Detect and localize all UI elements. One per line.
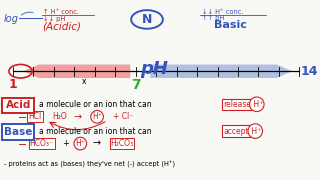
Text: H₂O: H₂O [52,112,67,121]
FancyBboxPatch shape [2,124,34,140]
Text: x: x [82,77,87,86]
Text: Base: Base [4,127,32,137]
Text: →: → [92,139,100,148]
Text: accept: accept [223,127,249,136]
Text: Basic: Basic [214,20,247,30]
Text: H⁺: H⁺ [92,112,102,121]
Text: pH: pH [140,60,169,78]
FancyArrow shape [151,65,290,77]
Text: HCO₃⁻: HCO₃⁻ [30,139,54,148]
Text: ↑↑ pH: ↑↑ pH [202,15,224,21]
Text: 14: 14 [301,65,318,78]
FancyArrow shape [25,65,130,77]
Text: H⁺: H⁺ [76,139,85,148]
Text: Acid: Acid [5,100,31,110]
Text: N: N [142,13,152,26]
Text: HCl: HCl [28,112,41,121]
Text: a molecule or an ion that can: a molecule or an ion that can [39,127,151,136]
Text: H⁺: H⁺ [249,127,261,136]
Text: ↓↓ pH: ↓↓ pH [44,15,66,22]
Text: + Cl⁻: + Cl⁻ [114,112,134,121]
Text: 1: 1 [9,78,17,91]
Text: - proteins act as (bases) they've net (-) accept (H⁺): - proteins act as (bases) they've net (-… [4,161,175,168]
Text: release: release [223,100,251,109]
Text: a molecule or an ion that can: a molecule or an ion that can [39,100,151,109]
Text: log: log [4,14,19,24]
Text: ↑ H⁺ conc.: ↑ H⁺ conc. [44,9,79,15]
Text: 7: 7 [131,78,140,92]
Text: →: → [74,112,82,122]
FancyBboxPatch shape [2,98,34,113]
Text: +: + [62,139,68,148]
Text: H₂CO₃: H₂CO₃ [110,139,133,148]
Text: H⁺: H⁺ [251,100,263,109]
Text: (Acidic): (Acidic) [42,22,81,32]
Text: ↓↓ H⁺ conc.: ↓↓ H⁺ conc. [202,9,244,15]
